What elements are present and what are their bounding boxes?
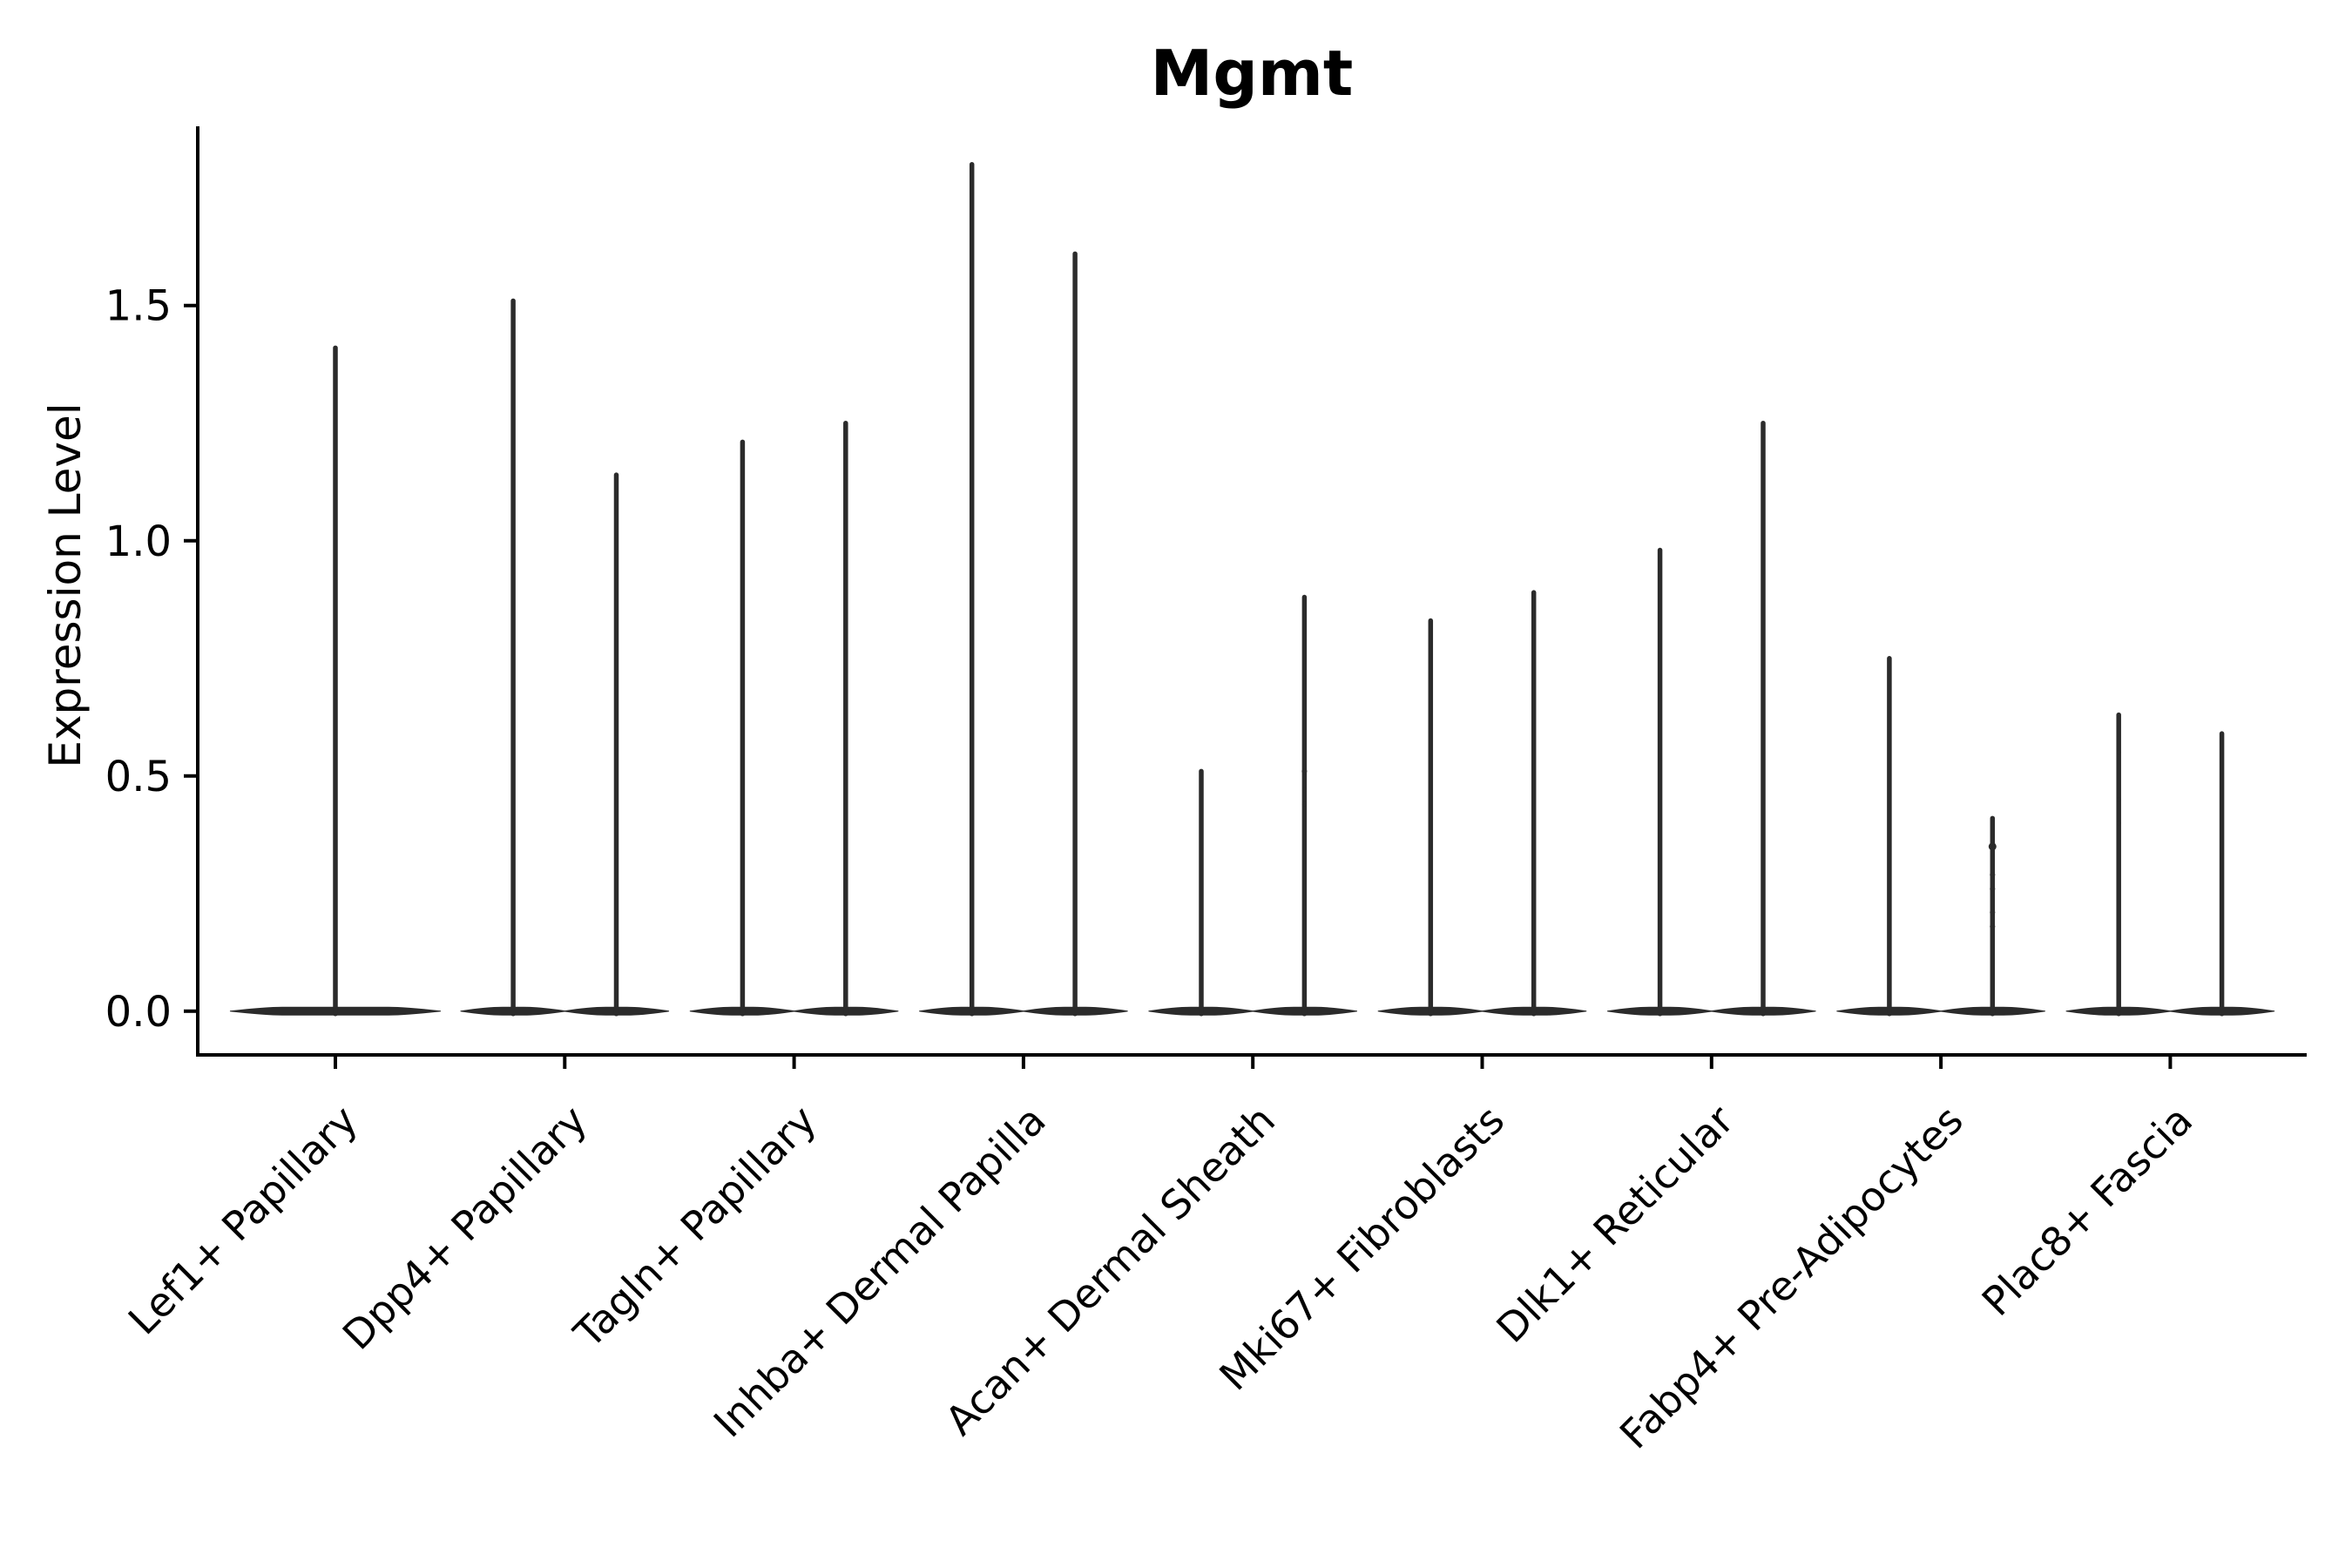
x-tick-label: Plac8+ Fascia [1973, 1097, 2201, 1325]
chart-title: Mgmt [1150, 37, 1354, 110]
x-tick-label: Dlk1+ Reticular [1487, 1097, 1742, 1352]
jitter-point [1990, 909, 1996, 916]
y-tick-label: 0.5 [105, 753, 172, 801]
jitter-point [2116, 797, 2121, 802]
jitter-point [1990, 872, 1996, 878]
jitter-point [1301, 768, 1308, 774]
y-tick-label: 0.0 [105, 988, 172, 1037]
y-tick-label: 1.5 [105, 282, 172, 331]
jitter-point [1988, 842, 1997, 851]
x-tick-label: Lef1+ Papillary [119, 1097, 367, 1344]
jitter-point [1990, 923, 1996, 929]
x-tick-label: Dpp4+ Papillary [334, 1097, 596, 1359]
jitter-point [1301, 801, 1307, 807]
jitter-point [1990, 886, 1996, 892]
jitter-point [2116, 750, 2121, 755]
jitter-point [2116, 821, 2121, 826]
y-tick-label: 1.0 [105, 517, 172, 566]
jitter-point [1301, 787, 1307, 793]
x-tick-label: Tagln+ Papillary [564, 1097, 826, 1358]
